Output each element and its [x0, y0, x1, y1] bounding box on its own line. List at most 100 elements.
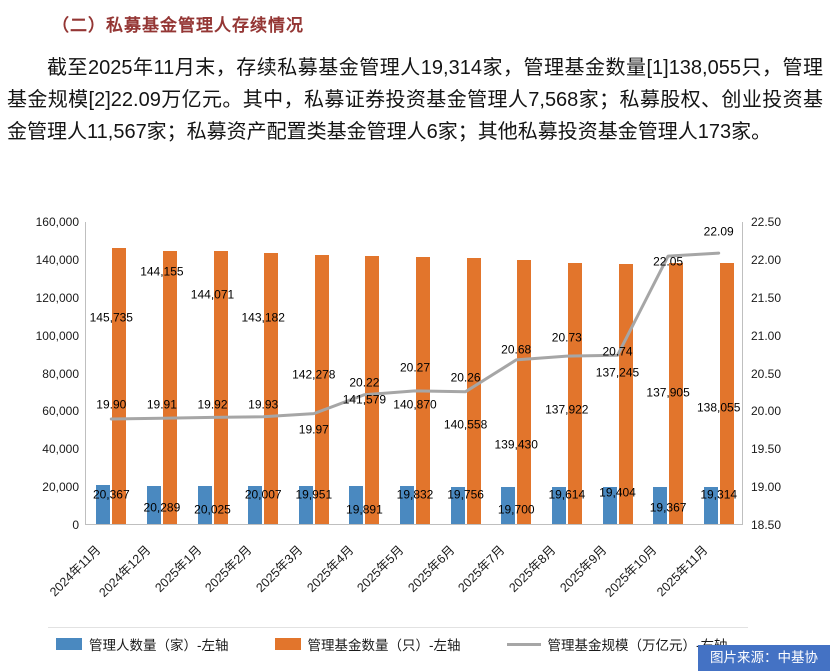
manager-count-bar [248, 486, 263, 524]
left-axis-tick-label: 0 [72, 518, 79, 532]
fund-scale-label: 20.27 [399, 360, 431, 375]
fund-count-label: 137,905 [646, 385, 690, 400]
legend-divider [48, 627, 748, 628]
manager-count-label: 20,289 [143, 500, 181, 515]
body-paragraph: 截至2025年11月末，存续私募基金管理人19,314家，管理基金数量[1]13… [7, 57, 823, 143]
manager-count-label: 19,614 [548, 487, 586, 502]
manager-count-bar [349, 486, 364, 524]
fund-count-label: 142,278 [292, 367, 336, 382]
right-axis-tick-label: 20.00 [751, 404, 782, 419]
fund-count-label: 138,055 [696, 400, 741, 415]
x-axis-tick-label: 2025年11月 [654, 542, 711, 600]
fund-scale-line [109, 251, 721, 421]
fund-manager-chart: 0 20,000 40,000 60,000 80,000 100,000 120,000 1… [0, 200, 830, 660]
left-axis-tick-label: 80,000 [42, 366, 79, 381]
fund-count-swatch [274, 638, 301, 650]
left-axis-tick-label: 160,000 [35, 215, 79, 229]
right-axis-tick-label: 18.50 [751, 518, 782, 532]
fund-scale-label: 22.09 [703, 224, 734, 239]
right-axis-tick-label: 19.50 [751, 442, 782, 457]
x-axis-tick-label: 2024年12月 [96, 542, 154, 600]
manager-count-label: 19,891 [346, 502, 383, 517]
left-axis-tick-label: 40,000 [42, 442, 79, 457]
fund-count-label: 139,430 [494, 437, 538, 452]
fund-scale-label: 19.92 [197, 397, 228, 412]
fund-count-label: 144,155 [140, 264, 184, 279]
fund-count-bar [466, 257, 481, 524]
fund-count-label: 137,245 [595, 365, 640, 380]
fund-scale-label: 20.26 [450, 370, 481, 385]
right-axis-tick-label: 21.00 [751, 328, 782, 343]
manager-count-bar [703, 487, 718, 524]
x-axis-tick-label: 2025年7月 [455, 542, 508, 595]
fund-count-label: 137,922 [545, 402, 589, 417]
x-axis-tick-label: 2025年1月 [152, 542, 205, 595]
right-axis-tick-label: 22.00 [751, 252, 782, 267]
left-axis-tick-label: 120,000 [35, 290, 79, 305]
legend-label-fund-scale: 管理基金规模（万亿元）-右轴 [547, 638, 728, 653]
chart-legend: 管理人数量（家）-左轴 管理基金数量（只）-左轴 管理基金规模（万亿元）-右轴 [56, 634, 728, 654]
fund-scale-label: 22.05 [653, 254, 684, 269]
fund-count-bar [567, 262, 582, 524]
fund-count-bar [213, 251, 228, 524]
fund-scale-label: 20.68 [501, 342, 532, 357]
fund-scale-line-swatch [506, 642, 541, 646]
fund-scale-label: 20.74 [602, 344, 633, 359]
x-axis-tick-label: 2025年8月 [506, 542, 559, 595]
manager-count-label: 19,700 [497, 502, 535, 517]
x-axis-tick-label: 2025年3月 [253, 542, 306, 595]
x-axis-tick-label: 2024年11月 [46, 542, 104, 600]
manager-count-label: 20,367 [92, 487, 130, 502]
manager-count-label: 20,025 [194, 502, 231, 517]
right-axis-tick-label: 19.00 [751, 480, 782, 495]
manager-count-bar [551, 486, 566, 524]
image-source-badge: 图片来源：中基协 [698, 645, 830, 671]
manager-count-bar [501, 486, 516, 524]
manager-count-label: 19,756 [447, 487, 484, 502]
x-axis-labels: 2024年11月 2024年12月 2025年1月 2025年2月 2025年3月 202… [0, 540, 830, 632]
plot-area: 145,735 20,367 19.90 144,155 20,289 19.91 144,… [85, 222, 743, 525]
manager-count-label: 19,314 [700, 487, 738, 502]
fund-count-label: 141,579 [342, 392, 387, 407]
manager-count-label: 19,951 [295, 487, 333, 502]
manager-count-bar [96, 485, 111, 524]
x-axis-tick-label: 2025年10月 [602, 542, 660, 600]
fund-scale-label: 20.73 [551, 330, 582, 345]
fund-count-bar [314, 254, 329, 524]
manager-count-bar [197, 486, 212, 524]
right-axis-tick-label: 22.50 [751, 215, 782, 229]
fund-count-label: 143,182 [241, 310, 285, 325]
left-axis-tick-label: 100,000 [35, 328, 79, 343]
manager-count-label: 19,367 [649, 500, 687, 515]
right-axis-tick-label: 20.50 [751, 366, 782, 381]
manager-count-bar [653, 487, 668, 524]
manager-count-bar [298, 486, 313, 524]
fund-scale-label: 19.93 [248, 397, 279, 412]
left-axis-tick-label: 140,000 [35, 252, 79, 267]
fund-count-label: 140,870 [393, 397, 437, 412]
legend-label-fund-count: 管理基金数量（只）-左轴 [307, 638, 461, 653]
fund-count-bar [365, 255, 380, 524]
manager-count-swatch [56, 638, 82, 650]
fund-scale-label: 20.22 [349, 375, 380, 390]
fund-scale-label: 19.97 [298, 422, 329, 437]
fund-count-bar [618, 264, 633, 524]
legend-label-manager-count: 管理人数量（家）-左轴 [89, 638, 229, 653]
x-axis-tick-label: 2025年4月 [303, 542, 357, 595]
legend-item-fund-scale: 管理基金规模（万亿元）-右轴 [506, 634, 728, 654]
x-axis-tick-label: 2025年5月 [354, 542, 407, 595]
manager-count-label: 19,404 [599, 485, 636, 500]
left-axis-tick-label: 60,000 [42, 404, 79, 419]
legend-item-manager-count: 管理人数量（家）-左轴 [56, 634, 229, 654]
fund-count-bar [264, 252, 279, 524]
manager-count-label: 19,832 [396, 487, 434, 502]
x-axis-tick-label: 2025年6月 [405, 542, 458, 595]
fund-scale-label: 19.90 [96, 397, 127, 412]
fund-count-bar [162, 251, 177, 524]
manager-count-bar [146, 485, 161, 524]
fund-count-bar [669, 262, 684, 524]
section-title: （二）私募基金管理人存续情况 [52, 16, 304, 35]
x-axis-tick-label: 2025年2月 [202, 542, 255, 595]
fund-count-bar [517, 260, 532, 524]
